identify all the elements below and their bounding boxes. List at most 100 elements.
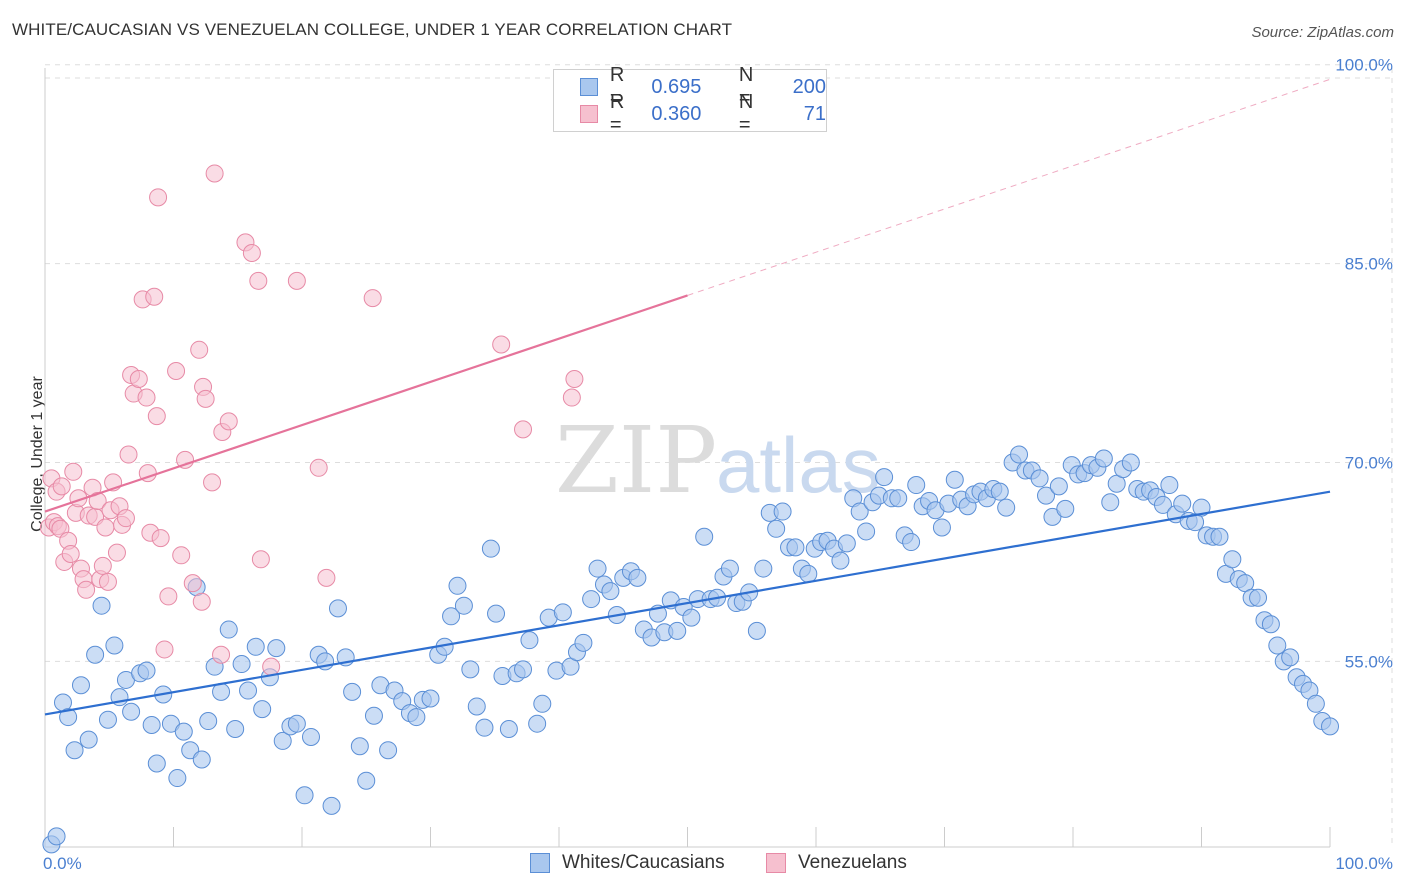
whites-point: [767, 519, 786, 538]
venezuelans-point: [137, 388, 156, 407]
whites-point: [71, 676, 90, 695]
legend-item-venezuelans[interactable]: Venezuelans: [766, 852, 907, 874]
whites-point: [199, 712, 218, 731]
legend-label-venezuelans: Venezuelans: [798, 852, 907, 873]
whites-point: [65, 741, 84, 760]
r-label: R =: [609, 64, 625, 109]
y-tick-label: 70.0%: [1345, 454, 1393, 473]
venezuelans-points: [39, 164, 584, 676]
whites-point: [161, 714, 180, 733]
whites-point: [1030, 469, 1049, 488]
venezuelans-point: [363, 289, 382, 308]
whites-point: [295, 786, 314, 805]
whites-point: [1056, 499, 1075, 518]
venezuelans-point: [309, 458, 328, 477]
legend-item-whites[interactable]: Whites/Caucasians: [530, 852, 725, 874]
whites-point: [1268, 636, 1287, 655]
whites-point: [1094, 449, 1113, 468]
whites-trend-line: [44, 490, 1331, 716]
venezuelans-point: [183, 574, 202, 593]
whites-point: [467, 697, 486, 716]
whites-point: [1281, 648, 1300, 667]
whites-point: [1101, 493, 1120, 512]
trend-lines: [44, 78, 1331, 716]
whites-point: [754, 559, 773, 578]
whites-point: [945, 470, 964, 489]
whites-point: [448, 576, 467, 595]
whites-point: [1249, 588, 1268, 607]
whites-point: [454, 596, 473, 615]
whites-point: [902, 533, 921, 552]
n-value: 200: [792, 75, 826, 98]
venezuelans-point: [192, 592, 211, 611]
venezuelans-point: [129, 369, 148, 388]
whites-point: [773, 502, 792, 521]
whites-point: [487, 604, 506, 623]
n-label: N =: [738, 91, 754, 136]
whites-point: [47, 827, 66, 846]
whites-point: [174, 722, 193, 741]
whites-point: [786, 538, 805, 557]
venezuelans-point: [190, 340, 209, 359]
n-label: N =: [738, 64, 754, 109]
venezuelans-point: [262, 657, 281, 676]
whites-point: [857, 522, 876, 541]
venezuelans-point: [251, 550, 270, 569]
whites-point: [421, 689, 440, 708]
whites-point: [574, 633, 593, 652]
venezuelans-trend-line: [44, 294, 688, 513]
venezuelans-point: [96, 518, 115, 537]
whites-point: [1037, 486, 1056, 505]
x-tick-label: 0.0%: [43, 854, 82, 873]
watermark-zip: ZIP: [555, 407, 717, 514]
whites-point: [239, 681, 258, 700]
whites-point: [695, 527, 714, 546]
venezuelans-point: [149, 188, 168, 207]
whites-point: [1261, 615, 1280, 634]
whites-point: [442, 607, 461, 626]
whites-points: [42, 445, 1339, 854]
whites-point: [226, 719, 245, 738]
legend-swatch-whites: [530, 853, 550, 873]
whites-point: [553, 603, 572, 622]
whites-point: [273, 731, 292, 750]
venezuelans-point: [492, 335, 511, 354]
venezuelans-point: [119, 445, 138, 464]
whites-point: [137, 661, 156, 680]
venezuelans-point: [151, 529, 170, 548]
whites-point: [147, 754, 166, 773]
whites-point: [1153, 495, 1172, 514]
whites-point: [601, 582, 620, 601]
chart-source: Source: ZipAtlas.com: [1251, 24, 1394, 41]
r-value: 0.695: [651, 75, 702, 98]
whites-point: [682, 608, 701, 627]
chart-title: WHITE/CAUCASIAN VS VENEZUELAN COLLEGE, U…: [12, 20, 733, 39]
watermark: ZIP atlas: [555, 407, 881, 514]
y-tick-label: 100.0%: [1335, 56, 1393, 75]
venezuelans-point: [287, 271, 306, 290]
venezuelans-swatch: [580, 105, 598, 123]
whites-point: [1121, 453, 1140, 472]
whites-point: [79, 730, 98, 749]
venezuelans-point: [565, 369, 584, 388]
venezuelans-point: [317, 568, 336, 587]
whites-point: [122, 702, 141, 721]
whites-point: [322, 796, 341, 815]
y-tick-label: 55.0%: [1345, 652, 1393, 671]
venezuelans-point: [249, 271, 268, 290]
whites-point: [932, 518, 951, 537]
venezuelans-point: [514, 420, 533, 439]
whites-point: [219, 620, 238, 639]
stats-box: R = 0.695 N = 200 R = 0.360 N = 71: [553, 64, 827, 136]
whites-point: [168, 769, 187, 788]
venezuelans-point: [61, 544, 80, 563]
whites-point: [837, 534, 856, 553]
whites-point: [831, 551, 850, 570]
whites-point: [1010, 445, 1029, 464]
whites-point: [799, 564, 818, 583]
whites-point: [1043, 507, 1062, 526]
whites-point: [364, 706, 383, 725]
whites-point: [990, 482, 1009, 501]
venezuelans-point: [52, 477, 71, 496]
